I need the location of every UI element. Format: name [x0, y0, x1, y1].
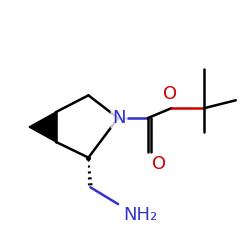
Text: NH₂: NH₂ [123, 206, 157, 224]
Polygon shape [29, 112, 56, 142]
Text: N: N [112, 109, 126, 127]
Text: O: O [164, 85, 177, 103]
Text: N: N [112, 109, 126, 127]
Text: O: O [152, 155, 166, 173]
